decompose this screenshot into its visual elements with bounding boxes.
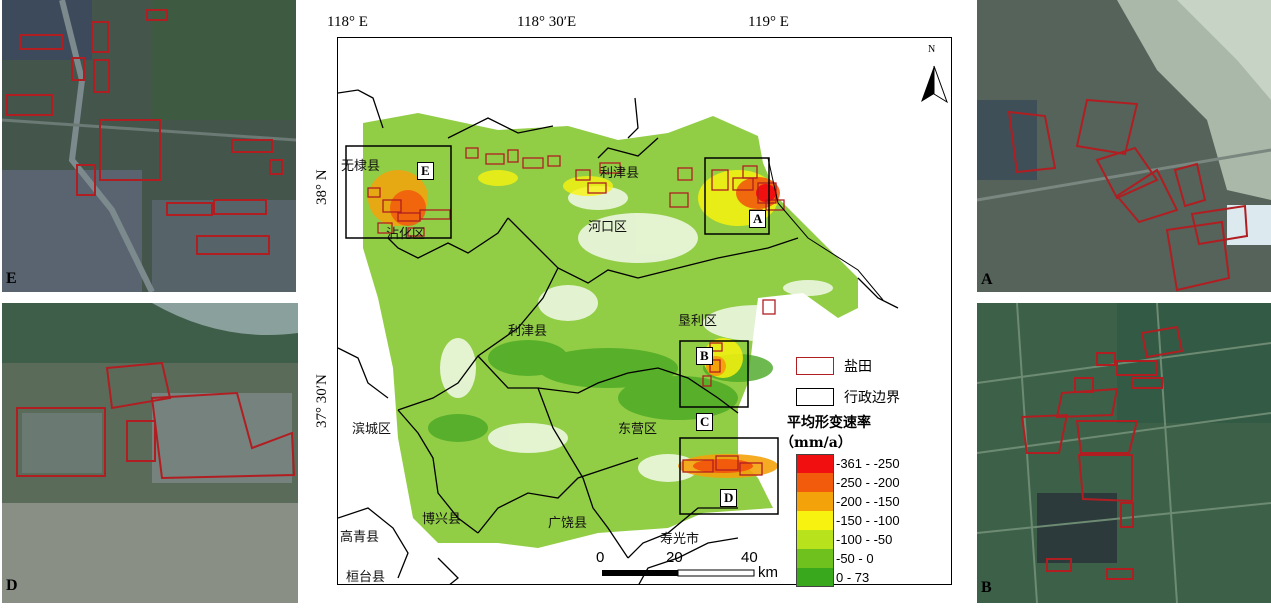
legend-salt-field: 盐田 — [796, 356, 872, 376]
rate-class-label: 0 - 73 — [836, 570, 870, 585]
admin-boundary-swatch — [796, 388, 834, 406]
place-label-10: 寿光市 — [660, 532, 700, 547]
satellite-image-a — [977, 0, 1271, 292]
rate-class-6: 0 - 73 — [796, 568, 946, 587]
rate-class-5: -50 - 0 — [796, 549, 946, 568]
rate-class-2: -200 - -150 — [796, 492, 946, 511]
rate-class-swatch — [796, 492, 834, 511]
inset-label-c: C — [696, 413, 714, 431]
legend-admin-boundary: 行政边界 — [796, 387, 900, 407]
inset-label-e: E — [417, 162, 434, 180]
rate-class-label: -361 - -250 — [836, 456, 900, 471]
place-label-3: 沾化区 — [386, 227, 426, 242]
satellite-panel-a — [977, 0, 1271, 292]
satellite-image-e — [2, 0, 296, 292]
satellite-panel-b — [977, 303, 1271, 603]
inset-label-d: D — [720, 489, 738, 507]
lon-label-119: 119° E — [748, 14, 789, 30]
rate-class-label: -250 - -200 — [836, 475, 900, 490]
place-label-1: 利津县 — [600, 166, 640, 181]
rate-class-4: -100 - -50 — [796, 530, 946, 549]
place-label-0: 无棣县 — [341, 159, 381, 174]
scale-tick-0: 0 — [596, 549, 605, 566]
place-label-4: 利津县 — [508, 324, 548, 339]
place-label-2: 河口区 — [588, 220, 628, 235]
place-label-12: 桓台县 — [346, 570, 386, 585]
place-label-7: 东营区 — [618, 422, 658, 437]
salt-field-swatch — [796, 357, 834, 375]
panel-label-d: D — [6, 577, 18, 594]
rate-unit: （mm/a） — [780, 435, 852, 451]
scale-tick-20: 20 — [666, 549, 683, 566]
rate-class-label: -200 - -150 — [836, 494, 900, 509]
rate-class-3: -150 - -100 — [796, 511, 946, 530]
deformation-map: N 无棣县 利津县 河口区 沾化区 利津县 垦利区 滨城区 东营区 博兴县 广饶… — [337, 37, 952, 585]
scale-tick-40: 40 — [741, 549, 758, 566]
inset-label-a: A — [749, 210, 767, 228]
scale-bar — [602, 569, 755, 577]
satellite-panel-d — [2, 303, 298, 603]
inset-label-b: B — [696, 347, 713, 365]
lat-label-38: 38° N — [314, 169, 330, 205]
rate-class-label: -150 - -100 — [836, 513, 900, 528]
lon-label-118: 118° E — [327, 14, 368, 30]
place-label-9: 广饶县 — [548, 516, 588, 531]
salt-field-label: 盐田 — [844, 359, 872, 375]
admin-boundary-label: 行政边界 — [844, 390, 900, 406]
rate-class-label: -100 - -50 — [836, 532, 893, 547]
admin-boundaries — [338, 89, 899, 584]
rate-class-swatch — [796, 530, 834, 549]
rate-class-swatch — [796, 568, 834, 587]
rate-class-swatch — [796, 549, 834, 568]
map-canvas — [338, 65, 948, 584]
lon-label-118-30: 118° 30′E — [517, 14, 577, 30]
rate-class-swatch — [796, 454, 834, 473]
rate-class-label: -50 - 0 — [836, 551, 874, 566]
rate-class-1: -250 - -200 — [796, 473, 946, 492]
place-label-5: 垦利区 — [678, 314, 718, 329]
rate-title: 平均形变速率 — [787, 415, 871, 431]
satellite-image-d — [2, 303, 298, 603]
rate-class-swatch — [796, 473, 834, 492]
place-label-8: 博兴县 — [422, 512, 462, 527]
satellite-image-b — [977, 303, 1271, 603]
north-label: N — [928, 44, 936, 55]
salt-field-polygons — [367, 147, 785, 476]
north-arrow-icon — [921, 65, 948, 104]
panel-label-a: A — [981, 271, 993, 288]
place-label-6: 滨城区 — [352, 422, 392, 437]
place-label-11: 高青县 — [340, 530, 380, 545]
inset-frames — [345, 145, 779, 515]
rate-class-swatch — [796, 511, 834, 530]
satellite-panel-e — [2, 0, 296, 292]
lat-label-37-30: 37° 30′N — [314, 374, 330, 428]
panel-label-b: B — [981, 579, 992, 596]
rate-class-0: -361 - -250 — [796, 454, 946, 473]
panel-label-e: E — [6, 270, 17, 287]
scale-unit: km — [758, 564, 778, 581]
